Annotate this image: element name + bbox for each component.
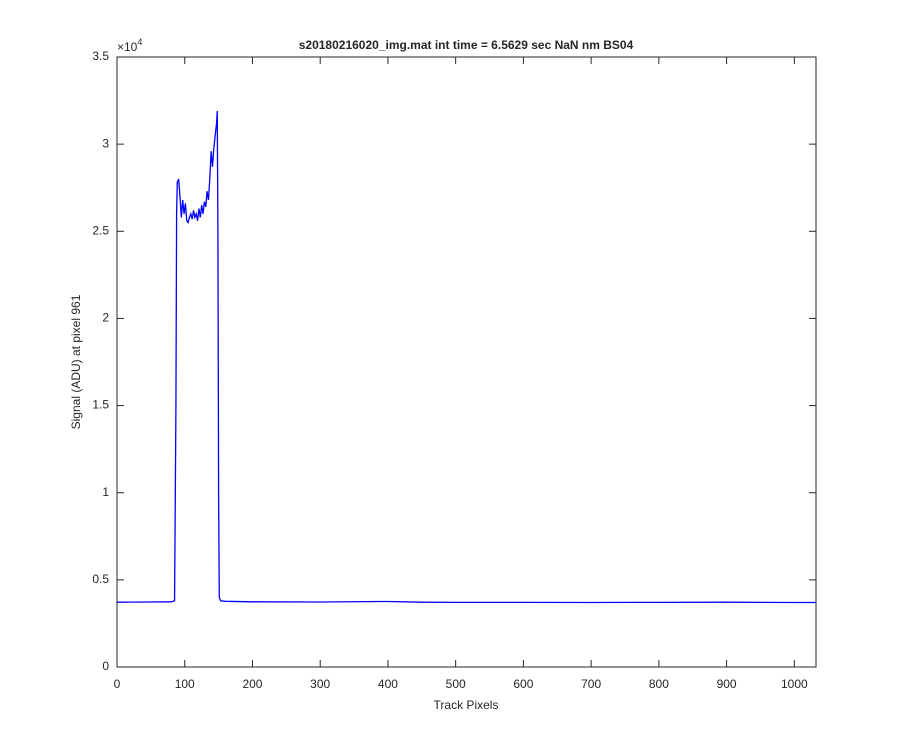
y-scale-label: ×104 (117, 37, 142, 54)
y-tick-label: 0.5 (92, 572, 109, 586)
x-tick-label: 900 (717, 677, 737, 691)
chart-title: s20180216020_img.mat int time = 6.5629 s… (299, 38, 634, 52)
x-tick-label: 600 (513, 677, 533, 691)
x-tick-label: 700 (581, 677, 601, 691)
data-line (116, 110, 816, 604)
y-tick-label: 0 (102, 659, 109, 673)
y-tick-label: 3 (102, 136, 109, 150)
y-axis-label: Signal (ADU) at pixel 961 (69, 294, 83, 429)
y-tick-label: 1 (102, 485, 109, 499)
x-tick-label: 800 (649, 677, 669, 691)
x-tick-label: 100 (175, 677, 195, 691)
x-tick-label: 0 (114, 677, 121, 691)
x-tick-label: 500 (446, 677, 466, 691)
y-tick-label: 2 (102, 311, 109, 325)
x-axis-label: Track Pixels (434, 698, 499, 712)
x-tick-label: 300 (310, 677, 330, 691)
x-tick-label: 400 (378, 677, 398, 691)
plot-area (116, 56, 817, 668)
y-tick-label: 2.5 (92, 223, 109, 237)
y-tick-label: 1.5 (92, 398, 109, 412)
x-tick-label: 200 (242, 677, 262, 691)
y-scale-base: ×10 (117, 40, 138, 54)
x-tick-label: 1000 (781, 677, 808, 691)
y-tick-label: 3.5 (92, 49, 109, 63)
y-scale-exponent: 4 (137, 37, 142, 47)
